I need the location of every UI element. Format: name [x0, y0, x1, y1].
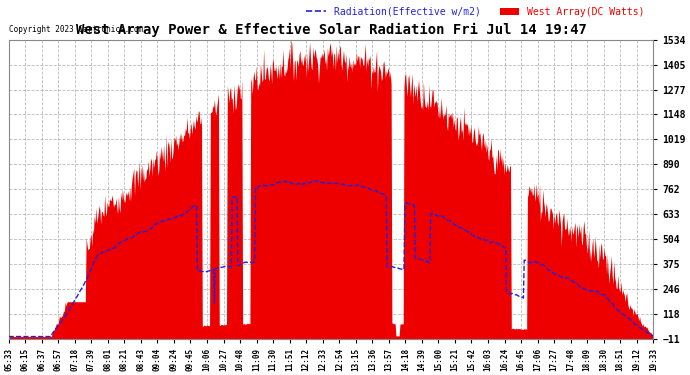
Legend: Radiation(Effective w/m2), West Array(DC Watts): Radiation(Effective w/m2), West Array(DC…	[302, 3, 649, 21]
Text: Copyright 2023 Cartronics.com: Copyright 2023 Cartronics.com	[9, 25, 143, 34]
Title: West Array Power & Effective Solar Radiation Fri Jul 14 19:47: West Array Power & Effective Solar Radia…	[75, 23, 586, 37]
